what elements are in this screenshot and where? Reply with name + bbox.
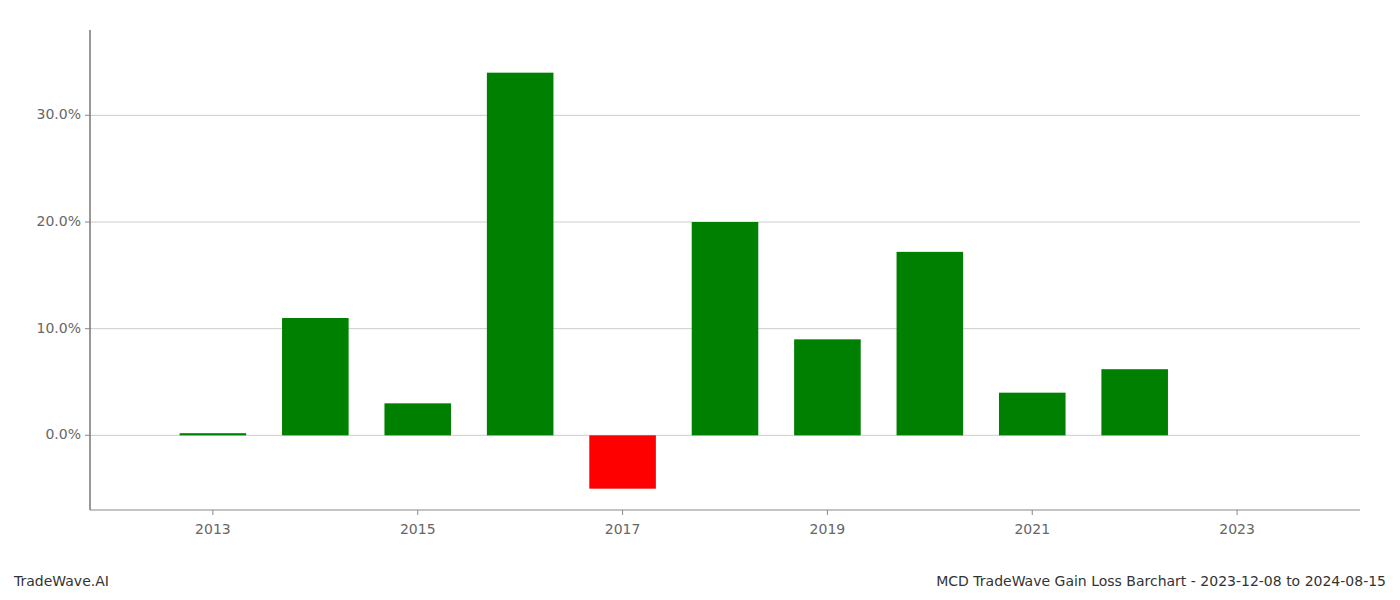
x-tick — [212, 510, 213, 515]
y-tick-label: 30.0% — [37, 106, 81, 122]
y-tick-label: 10.0% — [37, 320, 81, 336]
y-tick-label: 20.0% — [37, 213, 81, 229]
y-tick — [85, 328, 90, 329]
grid-line — [90, 115, 1360, 116]
background — [0, 0, 1400, 600]
x-tick-label: 2017 — [605, 521, 641, 537]
x-tick-label: 2013 — [195, 521, 231, 537]
bar — [180, 433, 247, 435]
y-axis-line — [90, 30, 91, 510]
x-tick-label: 2021 — [1014, 521, 1050, 537]
watermark: TradeWave.AI — [13, 573, 109, 589]
y-tick — [85, 435, 90, 436]
bar — [999, 393, 1066, 436]
x-axis-line — [90, 510, 1360, 511]
x-tick-label: 2019 — [810, 521, 846, 537]
x-tick — [1237, 510, 1238, 515]
bars — [180, 73, 1168, 489]
y-tick-label: 0.0% — [45, 426, 81, 442]
bar — [487, 73, 554, 436]
bar — [282, 318, 349, 435]
x-tick — [1032, 510, 1033, 515]
bar — [897, 252, 964, 435]
chart-svg: 0.0% 10.0% 20.0% 30.0% 2013 2015 2017 2019 2021 2… — [0, 0, 1400, 600]
bar — [1101, 369, 1168, 435]
texts: TradeWave.AI MCD TradeWave Gain Loss Barc… — [13, 573, 1386, 589]
chart-container: 0.0% 10.0% 20.0% 30.0% 2013 2015 2017 2019 2021 2… — [0, 0, 1400, 600]
x-tick — [827, 510, 828, 515]
y-tick — [85, 115, 90, 116]
title: MCD TradeWave Gain Loss Barchart - 2023-… — [936, 573, 1386, 589]
bar — [692, 222, 759, 435]
x-tick — [622, 510, 623, 515]
x-tick-label: 2015 — [400, 521, 436, 537]
y-tick — [85, 222, 90, 223]
bar — [589, 435, 656, 488]
x-tick-label: 2023 — [1219, 521, 1255, 537]
axes: 0.0% 10.0% 20.0% 30.0% 2013 2015 2017 2019 2021 2… — [37, 30, 1360, 537]
grid — [90, 115, 1360, 435]
bar — [794, 339, 861, 435]
x-tick — [417, 510, 418, 515]
bar — [384, 403, 451, 435]
